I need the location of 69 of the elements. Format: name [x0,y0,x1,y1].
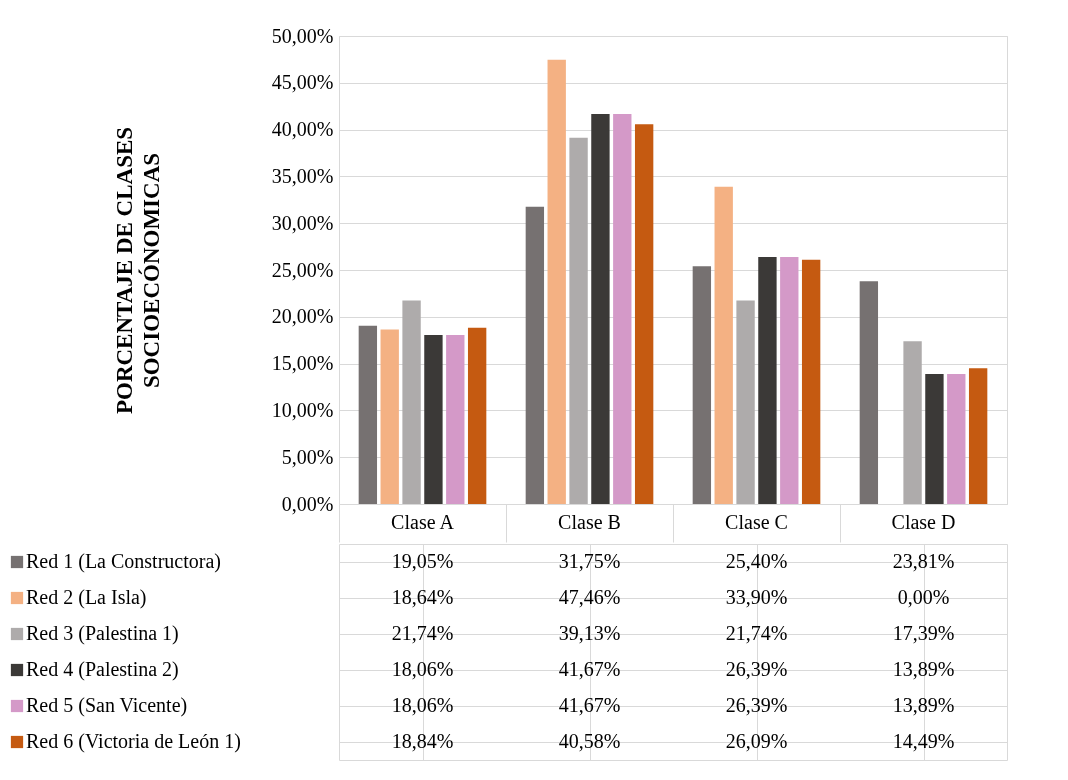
data-label: 0,00% [897,586,950,608]
data-label: 41,67% [558,658,621,680]
bar [714,186,733,504]
data-label: 26,09% [725,730,788,752]
y-tick-label: 35,00% [271,164,334,187]
data-label: 23,81% [892,550,955,572]
bar [634,124,654,504]
data-label: 31,75% [558,550,621,572]
data-label: 18,84% [391,730,454,752]
bar [903,341,922,504]
bar [358,325,378,504]
data-label: 33,90% [725,586,788,608]
bar [525,206,545,504]
bar [446,334,465,504]
data-label: 17,39% [892,622,955,644]
data-label: 26,39% [725,694,788,716]
y-tick-label: 50,00% [271,24,334,47]
bar [859,281,879,504]
data-label: 18,06% [391,658,454,680]
legend-label: Red 6 (Victoria de León 1) [26,730,241,753]
x-tick-label: Clase B [558,510,621,533]
data-label: 21,74% [725,622,788,644]
legend-label: Red 3 (Palestina 1) [26,622,179,645]
legend-label: Red 2 (La Isla) [26,586,147,609]
data-label: 13,89% [892,694,955,716]
data-label: 26,39% [725,658,788,680]
bar [424,334,443,504]
y-tick-label: 0,00% [281,492,334,515]
bar [736,300,755,504]
data-label: 21,74% [391,622,454,644]
y-tick-label: 15,00% [271,352,334,375]
bar [467,327,487,504]
bar [547,59,566,504]
y-tick-label: 20,00% [271,305,334,328]
bar [801,259,821,504]
y-tick-label: 25,00% [271,258,334,281]
y-tick-label: 10,00% [271,398,334,421]
x-tick-label: Clase C [725,510,788,533]
y-tick-label: 30,00% [271,211,334,234]
bar [692,266,712,504]
bar [968,368,988,504]
y-tick-label: 5,00% [281,445,334,468]
data-label: 40,58% [558,730,621,752]
bar [947,373,966,504]
bar [613,113,632,504]
bar [925,373,944,504]
bar [780,256,799,504]
legend-label: Red 1 (La Constructora) [26,550,221,573]
legend-label: Red 4 (Palestina 2) [26,658,179,681]
legend-label: Red 5 (San Vicente) [26,694,188,717]
x-tick-label: Clase D [891,510,956,533]
y-axis-title: PORCENTAJE DE CLASES SOCIOECÓNOMICAS [111,126,164,415]
bar [380,329,399,504]
data-label: 25,40% [725,550,788,572]
bar [402,300,421,504]
bar [758,256,777,504]
data-label: 18,06% [391,694,454,716]
x-tick-label: Clase A [391,510,455,533]
data-label: 14,49% [892,730,955,752]
bar [569,137,588,504]
y-tick-label: 40,00% [271,118,334,141]
bar [591,113,610,504]
data-label: 41,67% [558,694,621,716]
data-label: 18,64% [391,586,454,608]
data-label: 39,13% [558,622,621,644]
data-label: 19,05% [391,550,454,572]
data-label: 13,89% [892,658,955,680]
data-label: 47,46% [558,586,621,608]
y-tick-label: 45,00% [271,71,334,94]
